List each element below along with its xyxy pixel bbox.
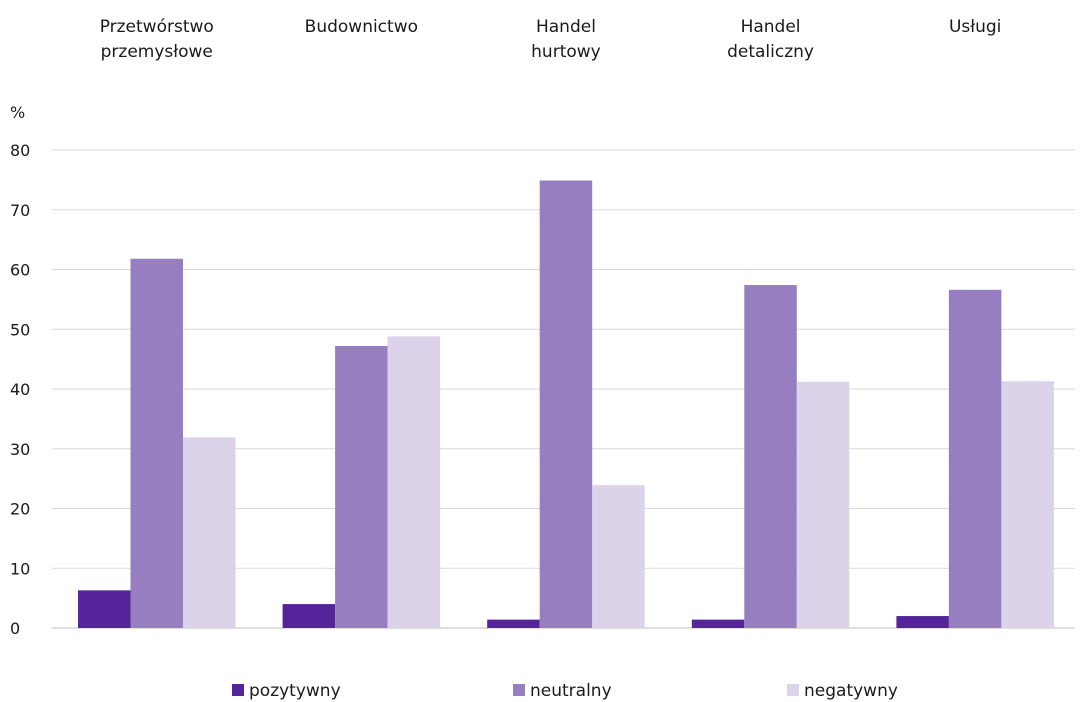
y-tick-label: 60 — [10, 261, 30, 280]
y-axis-unit-label: % — [10, 103, 25, 122]
bar-negatywny-4 — [1001, 381, 1054, 628]
category-label: Budownictwo — [305, 17, 418, 37]
y-tick-label: 40 — [10, 380, 30, 399]
legend-swatch-neutralny — [513, 684, 525, 696]
bar-neutralny-4 — [948, 289, 1002, 628]
bar-neutralny-2 — [539, 180, 593, 628]
bar-neutralny-3 — [744, 285, 797, 628]
bar-pozytywny-1 — [282, 604, 336, 628]
y-tick-label: 30 — [10, 440, 30, 459]
category-label: przemysłowe — [101, 42, 213, 62]
bar-negatywny-1 — [387, 336, 441, 628]
y-tick-label: 0 — [10, 619, 20, 638]
bar-negatywny-2 — [592, 485, 645, 628]
legend-swatch-negatywny — [787, 684, 799, 696]
category-label: hurtowy — [531, 42, 601, 62]
bar-pozytywny-3 — [691, 619, 745, 628]
category-label: Usługi — [949, 17, 1001, 37]
bar-negatywny-3 — [796, 381, 850, 628]
category-label: Przetwórstwo — [100, 17, 214, 37]
legend-label-negatywny: negatywny — [804, 681, 898, 701]
legend-swatch-pozytywny — [232, 684, 244, 696]
legend-label-pozytywny: pozytywny — [249, 681, 341, 701]
y-tick-label: 10 — [10, 559, 30, 578]
category-label: Handel — [536, 17, 596, 37]
bar-pozytywny-0 — [78, 590, 131, 628]
category-labels: Przetwórstwo przemysłowe Budownictwo Handel… — [100, 17, 1002, 62]
bar-pozytywny-4 — [896, 616, 949, 628]
bar-neutralny-1 — [335, 345, 388, 628]
bars — [78, 180, 1054, 628]
legend: pozytywny neutralny negatywny — [232, 681, 898, 701]
category-label: Handel — [741, 17, 801, 37]
y-tick-label: 80 — [10, 141, 30, 160]
bar-neutralny-0 — [130, 258, 183, 628]
bar-negatywny-0 — [183, 437, 236, 628]
y-tick-label: 20 — [10, 500, 30, 519]
bar-pozytywny-2 — [487, 619, 540, 628]
y-tick-label: 50 — [10, 320, 30, 339]
y-tick-label: 70 — [10, 201, 30, 220]
category-label: detaliczny — [727, 42, 814, 62]
y-axis: % 0 10 20 30 40 50 60 70 80 — [10, 103, 30, 638]
legend-label-neutralny: neutralny — [530, 681, 612, 701]
